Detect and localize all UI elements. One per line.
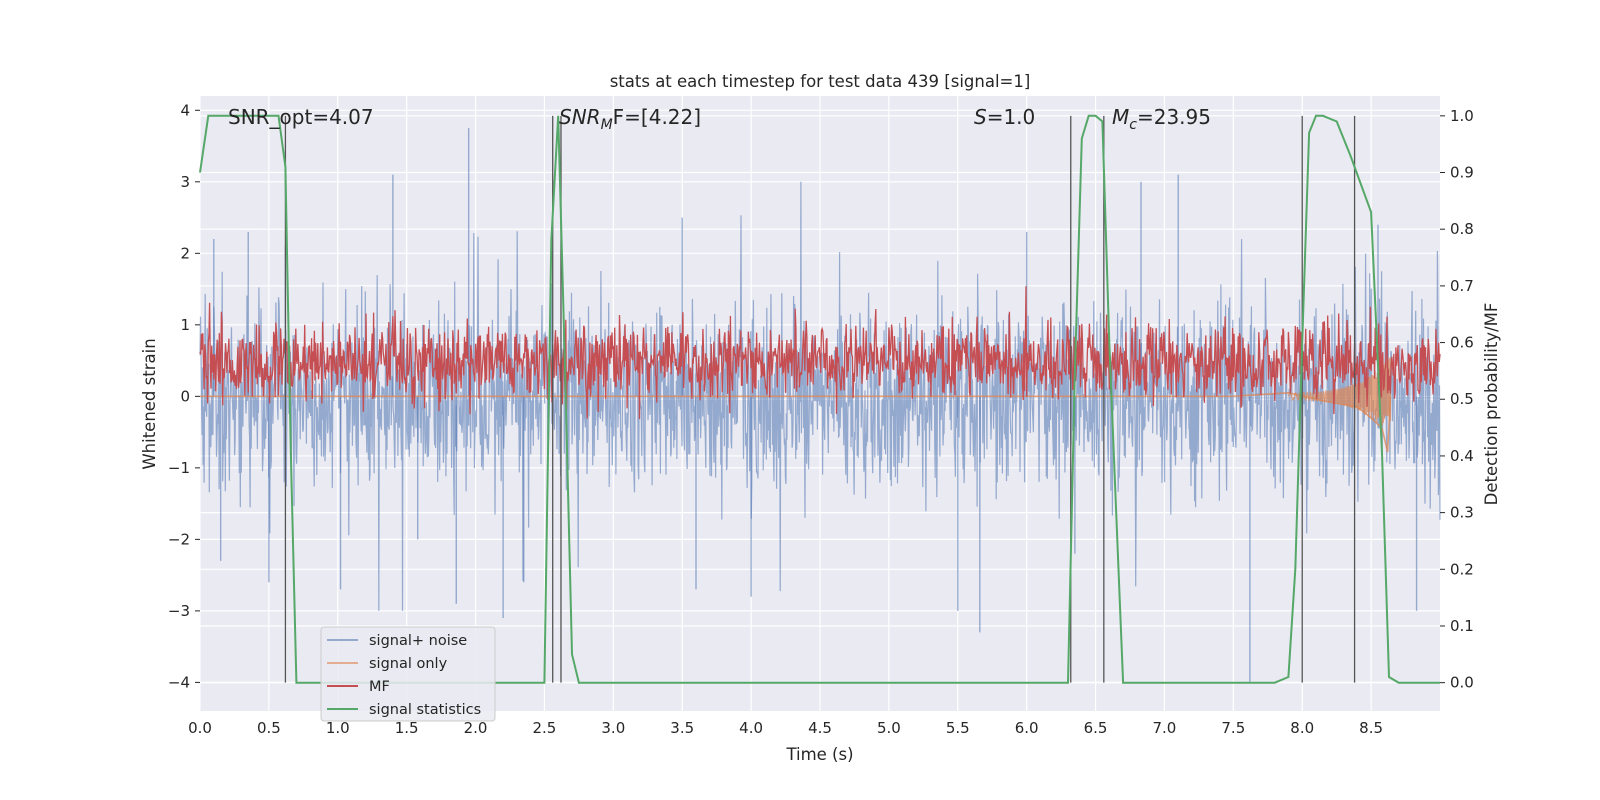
y-tick-label-left: 1 [180, 316, 190, 334]
x-tick-label: 6.5 [1084, 719, 1108, 737]
x-tick-label: 0.0 [188, 719, 212, 737]
x-tick-label: 3.5 [670, 719, 694, 737]
annotation-snr-opt: SNR_opt=4.07 [228, 105, 374, 129]
y-tick-label-right: 0.9 [1450, 164, 1474, 182]
x-tick-label: 2.0 [464, 719, 488, 737]
x-tick-label: 8.5 [1359, 719, 1383, 737]
mc-symbol: M [1112, 105, 1129, 129]
y-axis-label-right: Detection probability/MF [1482, 303, 1501, 506]
signal-only-series [200, 357, 1392, 453]
y-tick-label-left: 0 [180, 387, 190, 405]
y-tick-label-right: 1.0 [1450, 107, 1474, 125]
legend-label-signal-only: signal only [369, 656, 448, 672]
annotation-snr-mf: SNRMF=[4.22] [559, 105, 701, 133]
x-tick-label: 6.0 [1015, 719, 1039, 737]
signal-statistics-line [199, 114, 1440, 684]
y-tick-label-left: −3 [168, 602, 190, 620]
signal-noise-series [199, 128, 1441, 683]
annotation-mc: Mc=23.95 [1112, 105, 1211, 133]
legend-label-signal-noise: signal+ noise [369, 633, 467, 649]
s-symbol: S [974, 105, 987, 129]
signal-only-chirp [1287, 357, 1392, 427]
y-tick-label-right: 0.3 [1450, 504, 1474, 522]
y-tick-label-left: 4 [180, 101, 190, 119]
x-tick-label: 7.5 [1221, 719, 1245, 737]
x-tick-label: 5.0 [877, 719, 901, 737]
mf-series [199, 286, 1441, 420]
x-tick-label: 8.0 [1290, 719, 1314, 737]
x-tick-label: 0.5 [257, 719, 281, 737]
y-tick-label-left: −1 [168, 459, 190, 477]
mc-value: =23.95 [1137, 105, 1211, 129]
x-tick-label: 1.5 [395, 719, 419, 737]
y-tick-label-right: 0.0 [1450, 674, 1474, 692]
x-tick-label: 1.0 [326, 719, 350, 737]
x-tick-label: 2.5 [533, 719, 557, 737]
y-tick-label-left: −2 [168, 530, 190, 548]
y-tick-label-right: 0.8 [1450, 220, 1474, 238]
y-tick-label-right: 0.7 [1450, 277, 1474, 295]
signal-statistics-series [199, 114, 1440, 684]
snr-mf-symbol: SNR [559, 105, 601, 129]
y-tick-label-left: 3 [180, 173, 190, 191]
s-value: =1.0 [987, 105, 1036, 129]
y-tick-label-right: 0.5 [1450, 390, 1474, 408]
legend-box [320, 626, 496, 722]
snr-mf-subscript: M [601, 117, 613, 133]
mc-subscript: c [1129, 117, 1137, 133]
tick-labels: 0.0 0.5 1.0 1.5 2.0 2.5 3.0 3.5 4.0 4.5 5.0 5.5 6.0 6… [168, 101, 1474, 737]
x-tick-label: 4.5 [808, 719, 832, 737]
x-tick-label: 4.0 [739, 719, 763, 737]
snr-mf-value: F=[4.22] [613, 105, 701, 129]
y-tick-label-left: 2 [180, 244, 190, 262]
x-tick-label: 7.0 [1153, 719, 1177, 737]
y-tick-label-right: 0.1 [1450, 617, 1474, 635]
x-axis-label: Time (s) [785, 745, 853, 764]
chart-title: stats at each timestep for test data 439… [610, 72, 1031, 91]
legend-label-mf: MF [369, 679, 390, 695]
x-tick-label: 5.5 [946, 719, 970, 737]
mf-line [199, 286, 1441, 420]
legend-label-signal-statistics: signal statistics [369, 702, 481, 718]
y-tick-label-right: 0.2 [1450, 560, 1474, 578]
y-tick-label-right: 0.4 [1450, 447, 1474, 465]
y-tick-label-right: 0.6 [1450, 334, 1474, 352]
x-tick-label: 3.0 [601, 719, 625, 737]
legend: signal+ noise signal only MF signal stat… [320, 626, 496, 722]
y-axis-label-left: Whitened strain [140, 338, 159, 469]
annotation-s: S=1.0 [974, 105, 1035, 129]
y-tick-label-left: −4 [168, 673, 190, 691]
